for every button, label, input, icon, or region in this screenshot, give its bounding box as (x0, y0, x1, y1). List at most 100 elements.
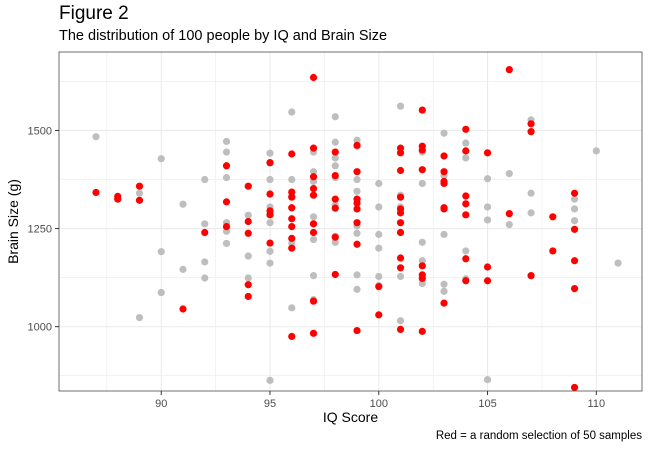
random-selection-point (309, 144, 318, 152)
all-samples-point (440, 129, 448, 137)
random-selection-point (418, 146, 426, 154)
all-samples-point (244, 211, 252, 219)
random-selection-point (309, 173, 318, 181)
random-selection-point (309, 191, 318, 199)
random-selection-point (505, 66, 513, 74)
plot-panel-border (58, 51, 643, 392)
all-samples-point (266, 247, 274, 255)
random-selection-point (570, 189, 579, 197)
y-tick-label: 1250 (28, 224, 52, 236)
all-samples-point (309, 168, 318, 176)
x-axis-ticks: 90 95 100 105 110 (155, 391, 605, 410)
all-samples-point (483, 203, 492, 211)
x-tick-label: 90 (155, 398, 167, 410)
random-selection-point (244, 182, 252, 190)
all-samples-point (462, 154, 470, 162)
plot-panel (59, 52, 642, 391)
random-selection-point (309, 329, 318, 337)
random-selection-point (244, 292, 252, 301)
random-selection-point (353, 168, 361, 176)
all-samples-point (179, 265, 187, 273)
all-samples-point (309, 272, 318, 280)
all-samples-point (527, 189, 535, 197)
random-selection-point (462, 125, 470, 133)
all-samples-point (375, 244, 383, 252)
random-selection-point (418, 166, 426, 174)
random-selection-point (92, 188, 100, 197)
all-samples-point (570, 195, 579, 203)
random-selection-point (288, 150, 296, 158)
all-samples-point (266, 259, 274, 267)
random-selection-point (288, 223, 296, 231)
all-samples-point (353, 136, 361, 144)
all-samples-point (483, 175, 492, 183)
random-selection-point (483, 149, 492, 157)
random-selection-point (440, 299, 448, 307)
all-samples-point (266, 175, 274, 184)
random-selection-point (462, 147, 470, 155)
figure-caption: Red = a random selection of 50 samples (435, 430, 642, 442)
all-samples-point (244, 252, 252, 260)
random-selection-point (179, 305, 187, 313)
random-selection-point (375, 311, 383, 319)
random-selection-point (222, 223, 231, 231)
y-tick-label: 1500 (28, 125, 52, 137)
random-selection-point (309, 220, 318, 228)
random-selection-point (396, 219, 405, 227)
random-selection-point (353, 326, 361, 335)
all-samples-point (331, 138, 339, 146)
random-selection-point (353, 205, 361, 213)
random-selection-point (288, 234, 296, 242)
all-samples-point (157, 155, 165, 163)
all-samples-point (440, 280, 448, 288)
all-samples-point (201, 274, 209, 282)
random-selection-point (353, 219, 361, 227)
random-selection-point (331, 270, 339, 279)
all-samples-point (483, 376, 492, 384)
x-axis-title: IQ Score (323, 409, 378, 425)
all-samples-point (288, 175, 296, 184)
random-selection-point (396, 228, 405, 237)
all-samples-point (570, 205, 579, 213)
random-selection-point (462, 211, 470, 219)
random-selection-point (288, 332, 296, 341)
random-selection-point (549, 247, 557, 255)
all-samples-point (353, 229, 361, 237)
random-selection-point (266, 239, 274, 247)
random-selection-point (462, 277, 470, 285)
random-selection-point (309, 184, 318, 193)
all-samples-point (135, 314, 144, 322)
all-samples-point (418, 279, 426, 288)
random-selection-point (418, 274, 426, 282)
all-samples-point (396, 317, 405, 325)
random-selection-point (222, 198, 231, 206)
all-samples-point (288, 304, 296, 312)
random-selection-point (396, 193, 405, 201)
all-samples-point (375, 272, 383, 281)
random-selection-point (331, 148, 339, 156)
all-samples-point (396, 272, 405, 281)
y-axis-ticks: 1000 1250 1500 (28, 125, 59, 334)
x-tick-label: 110 (588, 398, 606, 410)
random-selection-point (309, 228, 318, 237)
all-samples-point (353, 175, 361, 184)
random-selection-point (331, 171, 339, 180)
all-samples-point (418, 179, 426, 188)
figure-subtitle: The distribution of 100 people by IQ and… (59, 28, 388, 44)
all-samples-point (288, 108, 296, 116)
all-samples-point (222, 239, 231, 248)
random-selection-point (331, 195, 339, 203)
random-selection-point (353, 141, 361, 149)
all-samples-point (353, 285, 361, 293)
all-samples-point (440, 287, 448, 295)
all-samples-point (483, 216, 492, 224)
all-samples-point (396, 102, 405, 110)
random-selection-point (440, 152, 448, 160)
all-samples-point (505, 221, 513, 229)
random-selection-point (331, 233, 339, 241)
all-samples-point (266, 219, 274, 227)
random-selection-point (266, 190, 274, 198)
all-samples-point (375, 203, 383, 211)
random-selection-point (462, 192, 470, 200)
